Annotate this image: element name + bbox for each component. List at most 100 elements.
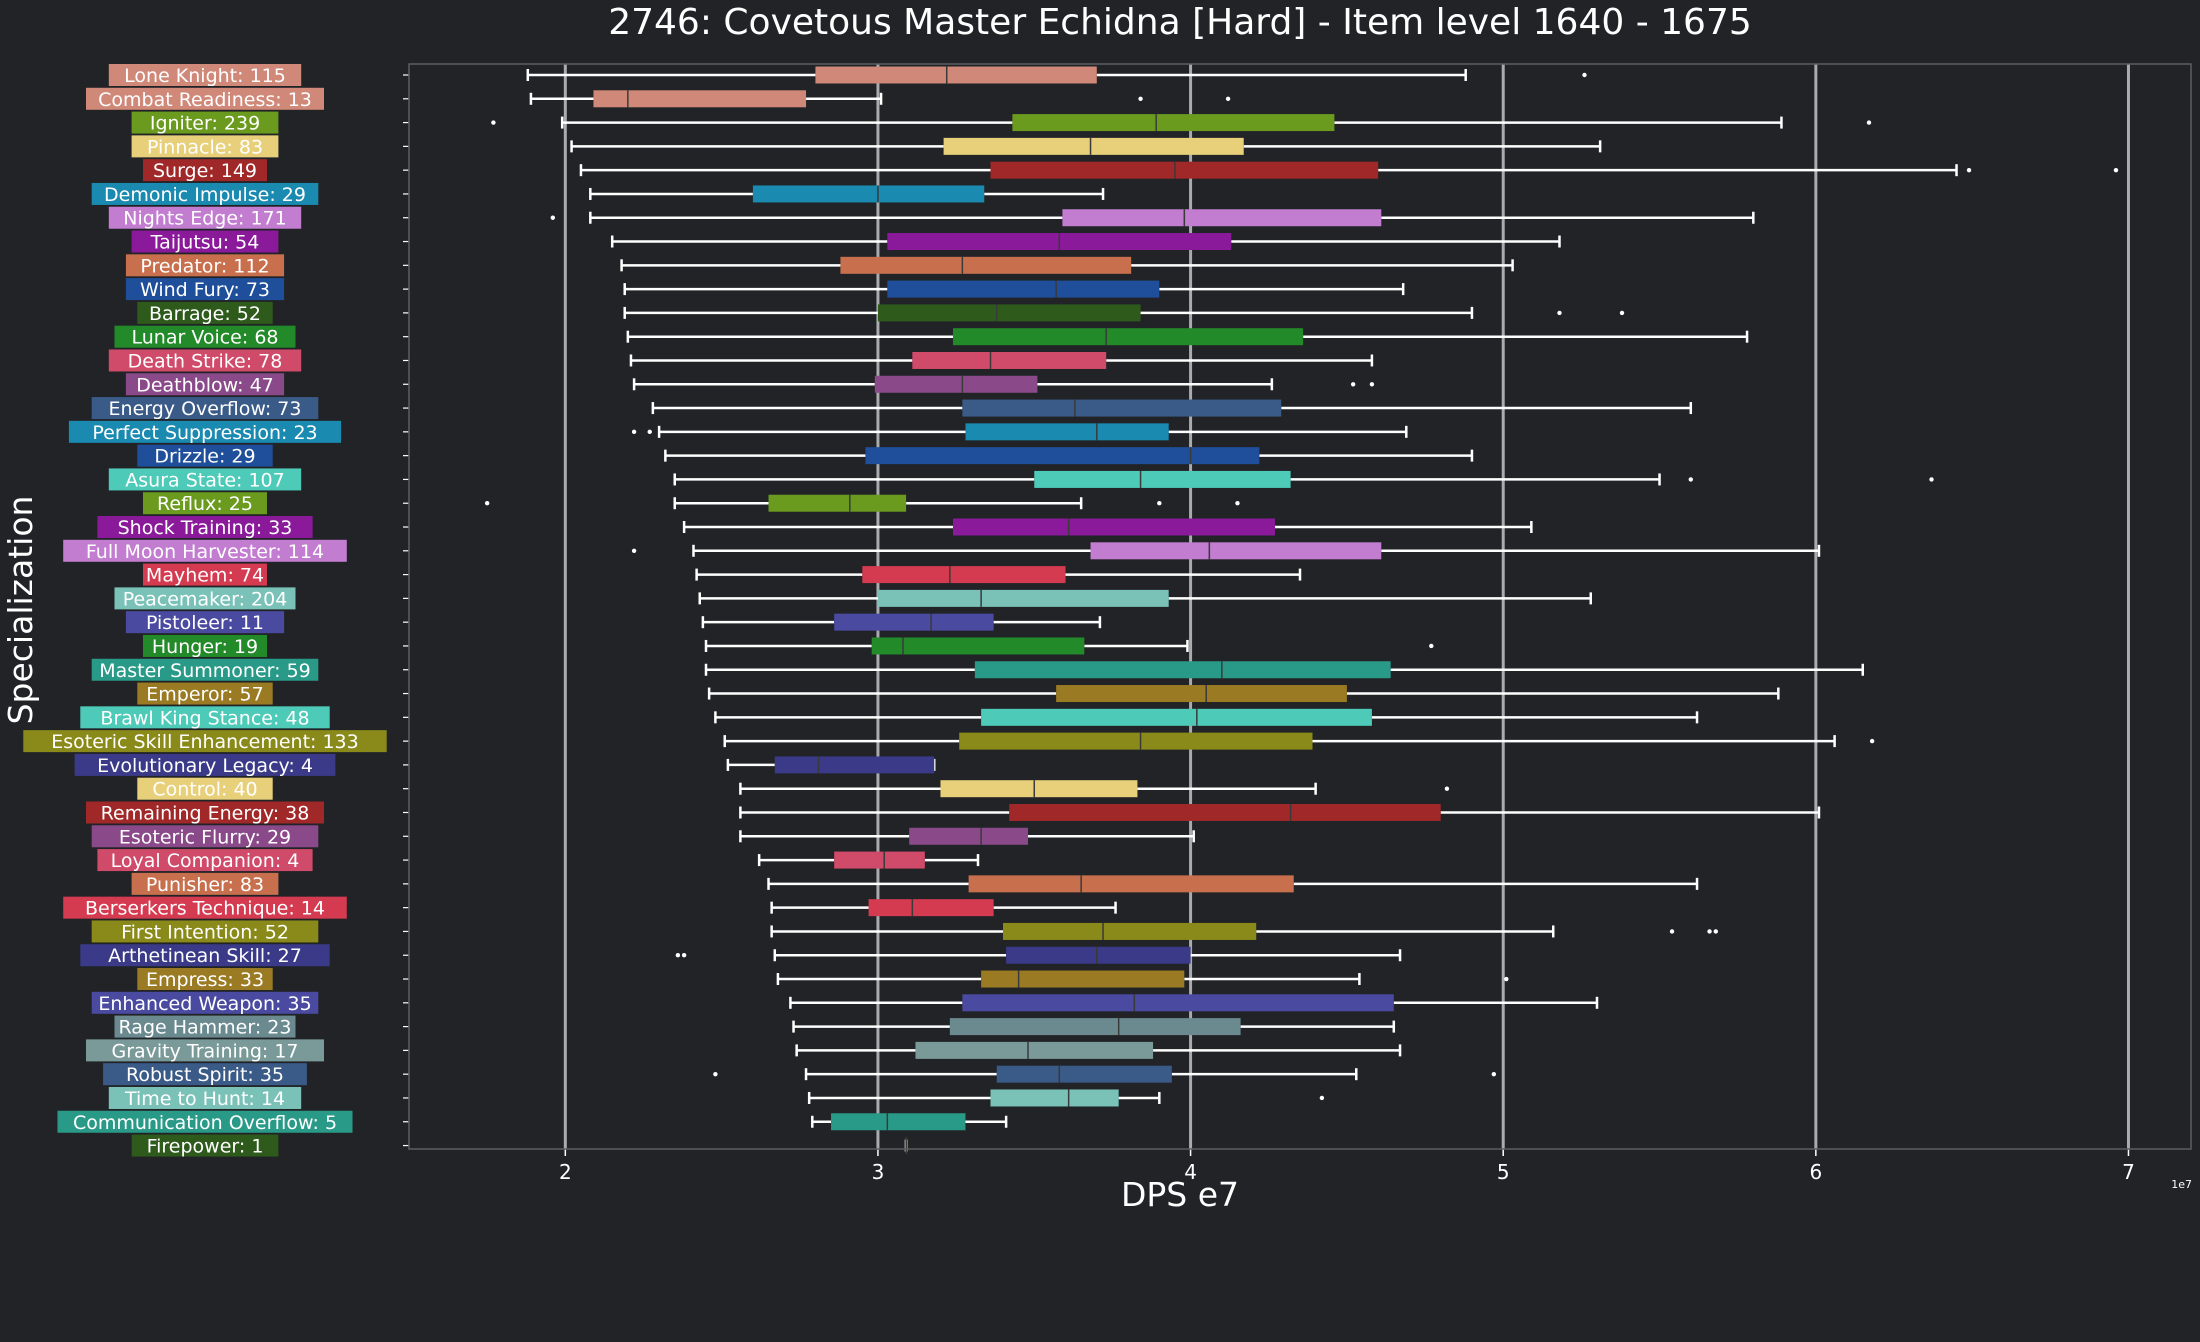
- box-group: [403, 90, 1231, 108]
- y-tick-label-bg: [131, 111, 279, 134]
- y-tick-label-bg: [114, 587, 296, 610]
- y-tick-label-bg: [125, 373, 285, 396]
- y-tick-label: Perfect Suppression: 23: [92, 422, 317, 444]
- outlier-point: [1429, 643, 1434, 649]
- outlier-point: [1369, 382, 1375, 387]
- y-tick-label-bg: [131, 135, 279, 158]
- y-tick-label: Esoteric Flurry: 29: [119, 826, 291, 848]
- box-group: [403, 518, 1533, 536]
- y-tick-label-bg: [74, 753, 336, 776]
- outlier-point: [681, 953, 687, 958]
- y-tick-label: Enhanced Weapon: 35: [98, 993, 311, 1015]
- iqr-box: [1012, 114, 1335, 132]
- y-tick-label: Barrage: 52: [149, 303, 261, 325]
- y-tick-label: Master Summoner: 59: [99, 660, 311, 682]
- outlier-point: [1966, 167, 1972, 173]
- y-tick-label-bg: [131, 872, 279, 895]
- outlier-point: [1869, 738, 1875, 744]
- iqr-box: [990, 161, 1379, 179]
- plot-frame: [408, 63, 2192, 1150]
- box-group: [403, 328, 1749, 346]
- iqr-box: [962, 994, 1394, 1012]
- y-tick-label: Empress: 33: [146, 969, 264, 991]
- box-group: [403, 1018, 1396, 1036]
- box-group: [403, 375, 1375, 393]
- outlier-point: [1235, 501, 1240, 506]
- y-tick-label: Demonic Impulse: 29: [104, 184, 306, 206]
- iqr-box: [752, 185, 985, 203]
- outlier-point: [1582, 72, 1587, 78]
- y-tick-label: Death Strike: 78: [128, 350, 283, 372]
- boxes: [403, 66, 2119, 1155]
- y-tick-label-bg: [91, 182, 319, 205]
- iqr-box: [965, 423, 1169, 441]
- iqr-box: [968, 875, 1294, 893]
- y-tick-label-bg: [125, 254, 285, 277]
- y-tick-label: Communication Overflow: 5: [73, 1112, 337, 1134]
- iqr-box: [990, 1089, 1119, 1107]
- iqr-box: [834, 613, 994, 631]
- y-tick-label-bg: [91, 991, 319, 1014]
- y-tick-label: Robust Spirit: 35: [126, 1064, 284, 1086]
- box-group: [403, 494, 1240, 512]
- iqr-box: [877, 304, 1141, 322]
- iqr-box: [1034, 470, 1291, 488]
- outlier-point: [484, 501, 490, 506]
- x-tick-labels: 2 3 4 5 6 7: [559, 1149, 2135, 1184]
- y-tick-label: Deathblow: 47: [136, 374, 274, 396]
- box-group: [403, 351, 1374, 369]
- outlier-point: [1619, 310, 1625, 316]
- y-tick-label-bg: [108, 1086, 302, 1109]
- y-tick-label: Surge: 149: [153, 160, 257, 182]
- iqr-box: [1003, 922, 1257, 940]
- y-tick-label: Shock Training: 33: [118, 517, 293, 539]
- iqr-box: [940, 780, 1138, 798]
- y-tick-label-bg: [63, 896, 347, 919]
- y-tick-label-bg: [143, 563, 267, 586]
- iqr-box: [1062, 209, 1382, 227]
- outlier-point: [713, 1071, 718, 1077]
- box-group: [403, 185, 1105, 203]
- y-tick-label-bg: [143, 159, 267, 182]
- box-group: [403, 256, 1514, 274]
- outlier-point: [1491, 1071, 1497, 1077]
- iqr-box: [912, 351, 1107, 369]
- x-tick-label: 7: [2122, 1160, 2135, 1184]
- box-group: [403, 827, 1195, 845]
- iqr-box: [774, 756, 935, 774]
- x-tick-label: 6: [1809, 1160, 1822, 1184]
- y-tick-label-bg: [131, 1134, 279, 1157]
- y-tick-label: Wind Fury: 73: [140, 279, 270, 301]
- iqr-box: [862, 566, 1066, 584]
- iqr-box: [981, 708, 1372, 726]
- y-tick-label: Energy Overflow: 73: [109, 398, 302, 420]
- y-tick-label-bg: [143, 634, 267, 657]
- y-tick-label-bg: [125, 278, 285, 301]
- box-group: [403, 447, 1474, 465]
- y-tick-label-bg: [68, 420, 342, 443]
- iqr-box: [1009, 803, 1441, 821]
- iqr-box: [959, 732, 1313, 750]
- y-tick-label-bg: [143, 492, 267, 515]
- y-tick-label: Drizzle: 29: [154, 446, 255, 468]
- y-tick-label-bg: [137, 682, 273, 705]
- box-group: [403, 589, 1592, 607]
- y-tick-label: Nights Edge: 171: [123, 208, 287, 230]
- x-tick-label: 2: [559, 1160, 572, 1184]
- x-tick-label: 4: [1184, 1160, 1197, 1184]
- y-tick-label-bg: [131, 230, 279, 253]
- y-tick-label-bg: [137, 444, 273, 467]
- iqr-box: [868, 899, 994, 917]
- y-tick-label-bg: [103, 1063, 307, 1086]
- iqr-box: [1090, 542, 1382, 560]
- box-group: [403, 994, 1599, 1012]
- box-group: [403, 280, 1405, 298]
- x-tick-label: 3: [872, 1160, 885, 1184]
- box-group: [403, 685, 1780, 703]
- box-group: [403, 970, 1509, 988]
- iqr-box: [834, 851, 925, 869]
- y-tick-label: Mayhem: 74: [146, 565, 264, 587]
- outlier-point: [1688, 477, 1693, 482]
